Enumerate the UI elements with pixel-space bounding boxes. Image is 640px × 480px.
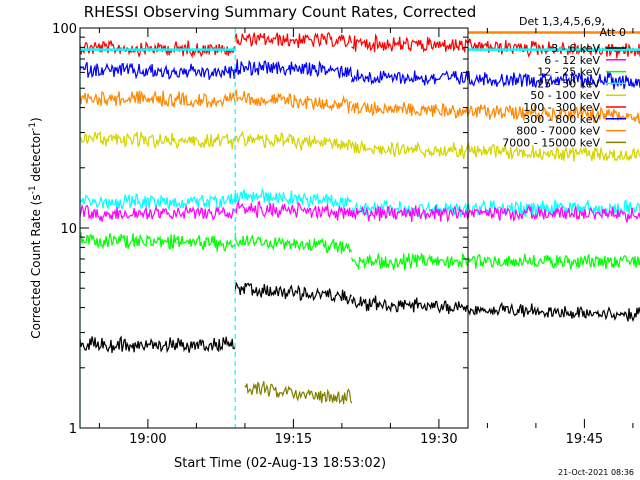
x-tick-label-1: 19:15: [275, 432, 312, 447]
series-trace-6-part-2: [351, 69, 640, 90]
series-trace-4-part-2: [351, 139, 640, 162]
series-trace-3-part-1: [234, 187, 353, 210]
legend-header-line-1: Det 1,3,4,5,6,9,: [519, 15, 605, 28]
legend-header-line-2: Att 0: [600, 26, 626, 39]
y-label-suffix: ): [29, 117, 43, 122]
y-axis-label: Corrected Count Rate (s-1 detector-1): [28, 117, 43, 338]
legend-entry-label-3: 25 - 50 keV: [537, 77, 600, 90]
series-trace-7-part-1: [234, 89, 352, 114]
legend-entry-label-2: 12 - 25 keV: [537, 66, 600, 79]
y-tick-label-0: 1: [69, 422, 77, 437]
series-trace-6-part-1: [234, 59, 353, 79]
x-tick-label-2: 19:30: [420, 432, 457, 447]
series-trace-1-part-0: [79, 203, 236, 223]
series-trace-1-part-2: [351, 205, 640, 224]
series-trace-7-part-2: [351, 101, 640, 125]
y-label-sup-1: -1: [28, 185, 38, 194]
series-trace-5-part-0: [79, 39, 236, 59]
series-trace-3-part-0: [79, 193, 236, 212]
legend-entry-label-4: 50 - 100 keV: [530, 89, 600, 102]
series-trace-7-part-0: [79, 90, 236, 109]
series-trace-4-part-1: [234, 129, 353, 151]
footer-date: 21-Oct-2021 08:36: [558, 468, 634, 477]
axes: 11010019:0019:1519:3019:4520:0020:1520:3…: [52, 22, 634, 447]
legend-entry-label-8: 7000 - 15000 keV: [502, 136, 600, 149]
legend-entry-label-7: 800 - 7000 keV: [516, 125, 600, 138]
series-trace-2-part-2: [351, 252, 640, 271]
legend-entry-label-5: 100 - 300 keV: [523, 101, 600, 114]
series-trace-5-part-2: [351, 33, 640, 59]
series-trace-0-part-2: [351, 295, 640, 323]
legend-entry-label-1: 6 - 12 keV: [544, 54, 600, 67]
series-trace-5-part-1: [234, 31, 353, 49]
y-tick-label-2: 100: [52, 22, 77, 37]
legend-entry-label-6: 300 - 800 keV: [523, 113, 600, 126]
x-tick-label-0: 19:00: [129, 432, 166, 447]
legend-entry-label-0: 3 - 6 keV: [551, 42, 600, 55]
x-axis-label: Start Time (02-Aug-13 18:53:02): [174, 456, 386, 471]
x-tick-label-3: 19:45: [566, 432, 603, 447]
y-tick-label-1: 10: [60, 222, 77, 237]
series-trace-4-part-0: [79, 130, 236, 150]
y-label-mid: detector: [29, 131, 43, 186]
chart-title: RHESSI Observing Summary Count Rates, Co…: [84, 3, 477, 21]
series-trace-6-part-0: [79, 61, 236, 80]
series-trace-2-part-1: [234, 232, 353, 254]
series-trace-2-part-0: [79, 231, 236, 252]
series-trace-8-part-0: [244, 381, 353, 405]
plot-area: S: [79, 28, 640, 428]
series-trace-0-part-1: [234, 282, 353, 305]
y-label-prefix: Corrected Count Rate (s: [29, 194, 43, 338]
y-label-sup-2: -1: [28, 122, 38, 131]
axes-frame: [79, 27, 469, 429]
series-trace-1-part-1: [234, 199, 353, 221]
series-trace-0-part-0: [79, 335, 236, 354]
